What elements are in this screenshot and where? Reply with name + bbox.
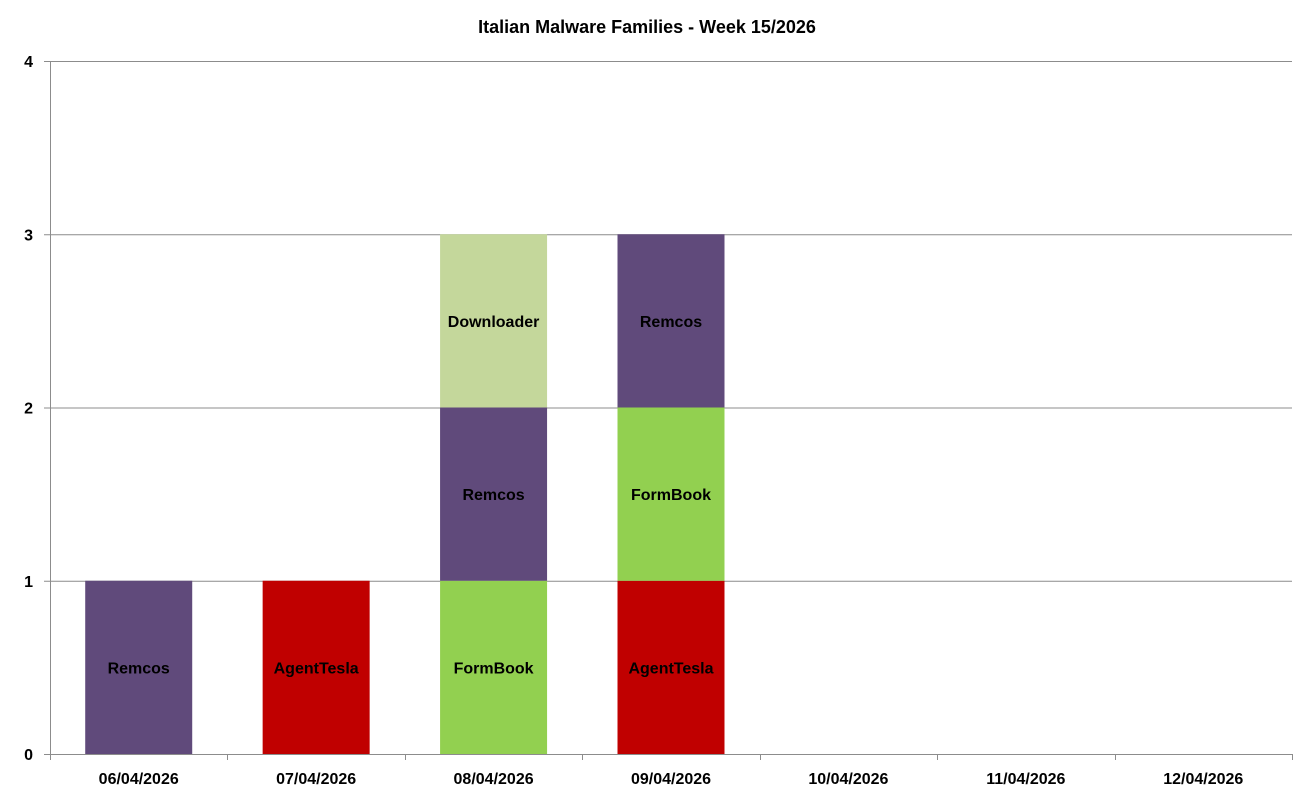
- data-label: AgentTesla: [274, 660, 359, 677]
- x-tick-label: 09/04/2026: [631, 771, 711, 788]
- bar-segment: [440, 234, 548, 408]
- x-tick-label: 08/04/2026: [454, 771, 534, 788]
- y-tick-label: 0: [24, 747, 33, 764]
- bar-segment: [85, 580, 193, 754]
- data-label: Remcos: [640, 314, 702, 331]
- chart-title: Italian Malware Families - Week 15/2026: [478, 17, 816, 37]
- data-label: Remcos: [462, 487, 524, 504]
- data-label: AgentTesla: [628, 660, 713, 677]
- y-tick-label: 4: [24, 54, 33, 71]
- x-tick-label: 12/04/2026: [1163, 771, 1243, 788]
- x-tick-label: 07/04/2026: [276, 771, 356, 788]
- bar-segment: [262, 580, 370, 754]
- data-label: Downloader: [448, 314, 540, 331]
- data-label: FormBook: [631, 487, 711, 504]
- y-tick-label: 1: [24, 574, 33, 591]
- bar-segment: [617, 407, 725, 581]
- x-tick-label: 10/04/2026: [808, 771, 888, 788]
- bar-segment: [440, 407, 548, 581]
- x-tick-label: 06/04/2026: [99, 771, 179, 788]
- data-label: Remcos: [108, 660, 170, 677]
- bar-segment: [440, 580, 548, 754]
- y-tick-label: 3: [24, 227, 33, 244]
- bar-segment: [617, 580, 725, 754]
- x-tick-label: 11/04/2026: [986, 771, 1065, 788]
- data-label: FormBook: [454, 660, 534, 677]
- y-tick-label: 2: [24, 401, 33, 418]
- bar-segment: [617, 234, 725, 408]
